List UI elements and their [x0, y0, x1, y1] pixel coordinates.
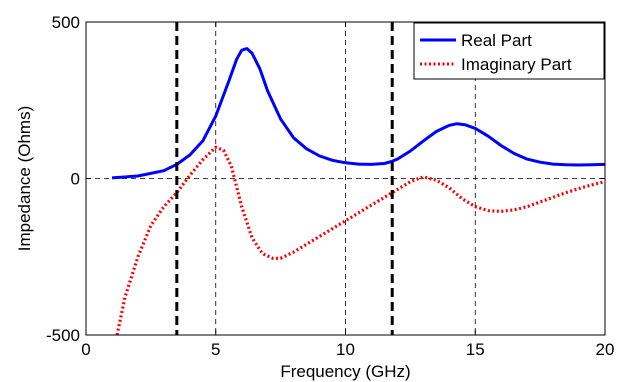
series-layer — [111, 47, 606, 336]
y-tick-label: 0 — [71, 170, 80, 189]
x-tick-label: 10 — [336, 340, 355, 359]
legend: Real Part Imaginary Part — [413, 22, 605, 80]
grid-lines — [86, 22, 605, 335]
vertical-markers — [175, 22, 394, 335]
legend-box — [413, 22, 605, 80]
y-tick-label: 500 — [52, 13, 80, 32]
x-tick-label: 20 — [596, 340, 615, 359]
x-tick-label: 0 — [81, 340, 90, 359]
legend-label-real-part: Real Part — [461, 31, 532, 50]
series-line-imaginary-part — [115, 145, 606, 336]
x-tick-label: 15 — [466, 340, 485, 359]
legend-label-imaginary-part: Imaginary Part — [461, 55, 572, 74]
y-axis-label: Impedance (Ohms) — [15, 106, 34, 252]
series-line-real-part — [111, 47, 606, 180]
x-tick-label: 5 — [211, 340, 220, 359]
x-axis-label: Frequency (GHz) — [280, 362, 410, 381]
y-tick-label: -500 — [46, 326, 80, 345]
